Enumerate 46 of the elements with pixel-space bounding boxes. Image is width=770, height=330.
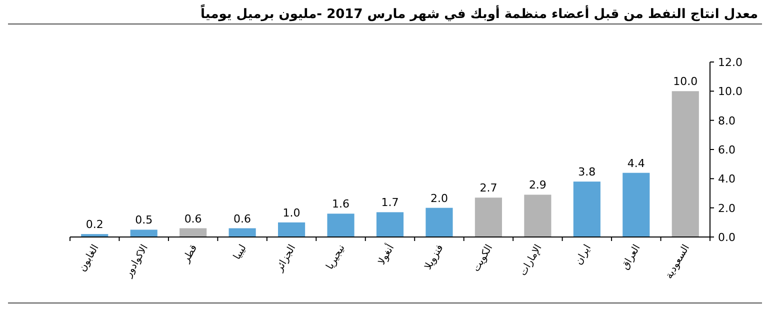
- bar: [180, 228, 207, 237]
- data-label: 4.4: [627, 156, 645, 170]
- bar: [376, 212, 404, 237]
- data-label: 3.8: [578, 166, 596, 179]
- x-tick-label: الإمارات: [518, 243, 544, 278]
- y-tick-label: 10.0: [718, 85, 742, 98]
- x-tick-label: ايران: [573, 243, 594, 267]
- data-label: 0.5: [135, 214, 153, 227]
- bar: [573, 182, 600, 237]
- data-label: 1.0: [282, 206, 300, 220]
- bar: [524, 194, 552, 237]
- x-tick-label: ليبيا: [232, 243, 249, 262]
- y-tick-label: 8.0: [718, 114, 736, 128]
- data-label: 2.0: [430, 192, 448, 205]
- y-tick-label: 2.0: [718, 202, 736, 215]
- bar: [228, 228, 256, 237]
- data-label: 0.6: [234, 212, 252, 226]
- bar: [672, 91, 699, 237]
- data-label: 2.7: [480, 182, 498, 195]
- bar: [622, 172, 650, 237]
- x-tick-label: الكويت: [470, 243, 496, 274]
- x-tick-label: فنزويلا: [422, 242, 446, 272]
- data-label: 0.2: [86, 218, 104, 232]
- y-tick-label: 4.0: [718, 172, 736, 186]
- bar: [327, 214, 354, 237]
- x-tick-label: الاكوادور: [122, 243, 150, 280]
- x-tick-label: الغابون: [77, 243, 102, 274]
- x-tick-label: العراق: [620, 243, 643, 272]
- bar: [426, 208, 453, 237]
- data-label: 10.0: [673, 75, 698, 88]
- chart-title: معدل انتاج النفط من قبل أعضاء منظمة أوبك في شهر مارس 2017 -مليون برميل يومياً: [200, 4, 758, 22]
- x-tick-label: الجزائر: [274, 243, 298, 274]
- x-tick-label: نيجيريا: [324, 243, 348, 272]
- y-tick-label: 0.0: [718, 231, 736, 244]
- data-label: 0.6: [184, 212, 202, 226]
- bar: [278, 222, 306, 237]
- data-label: 1.6: [332, 198, 350, 211]
- data-label: 2.9: [528, 178, 546, 192]
- x-tick-label: أنغولا: [374, 242, 397, 267]
- bar: [130, 230, 158, 237]
- y-tick-label: 6.0: [718, 144, 736, 156]
- data-label: 1.7: [381, 196, 399, 210]
- bar: [474, 198, 502, 237]
- x-tick-label: قطر: [180, 242, 200, 266]
- y-tick-label: 12.0: [718, 56, 742, 69]
- x-tick-label: السعودية: [664, 243, 692, 281]
